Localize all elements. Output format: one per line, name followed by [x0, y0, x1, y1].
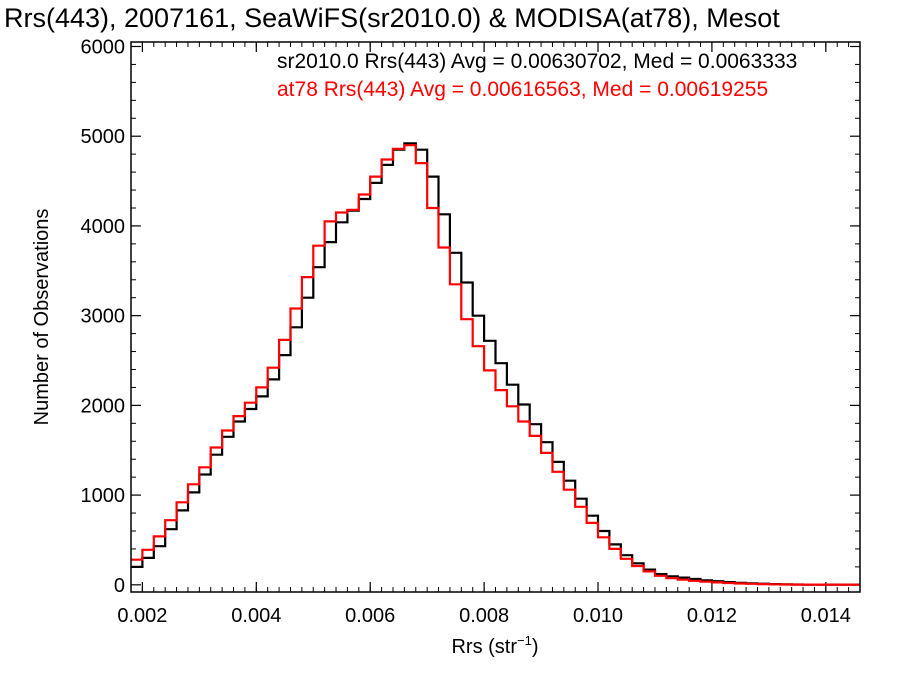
- x-tick-label: 0.010: [573, 605, 623, 627]
- x-axis-label-close: ): [532, 636, 539, 658]
- axis-ticks: 0.002 0.004 0.006 0.008 0.010 0.012 0.014 0 1000…: [81, 36, 861, 627]
- x-axis-label-superscript: −1: [517, 633, 532, 648]
- x-tick-label: 0.012: [687, 605, 737, 627]
- series-line-at78: [131, 144, 860, 586]
- y-tick-label: 4000: [81, 216, 126, 238]
- x-axis-label-main: Rrs (str: [451, 636, 517, 658]
- x-axis-label: Rrs (str−1): [451, 633, 538, 658]
- y-tick-label: 3000: [81, 306, 126, 328]
- x-tick-label: 0.002: [117, 605, 167, 627]
- y-axis-label: Number of Observations: [31, 209, 53, 426]
- chart-title: Rrs(443), 2007161, SeaWiFS(sr2010.0) & M…: [4, 3, 780, 33]
- legend-entry-sr2010: sr2010.0 Rrs(443) Avg = 0.00630702, Med …: [277, 50, 797, 73]
- y-tick-label: 2000: [81, 395, 126, 417]
- legend-entry-at78: at78 Rrs(443) Avg = 0.00616563, Med = 0.…: [277, 78, 768, 101]
- plot-frame: [130, 41, 861, 593]
- series-group: [131, 142, 860, 586]
- x-tick-label: 0.014: [801, 605, 851, 627]
- x-tick-label: 0.008: [459, 605, 509, 627]
- y-tick-label: 5000: [81, 126, 126, 148]
- y-tick-label: 1000: [81, 485, 126, 507]
- x-tick-label: 0.004: [231, 605, 281, 627]
- x-tick-label: 0.006: [345, 605, 395, 627]
- series-line-sr2010: [131, 142, 860, 586]
- y-tick-label: 6000: [81, 36, 126, 58]
- y-tick-label: 0: [114, 575, 125, 597]
